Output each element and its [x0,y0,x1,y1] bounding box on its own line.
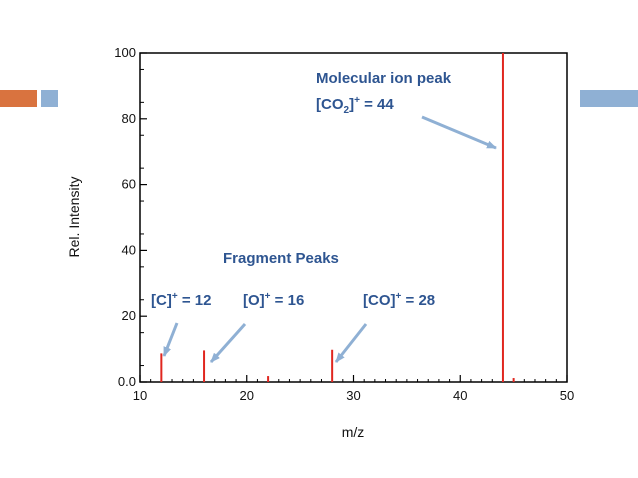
y-tick-label: 0.0 [118,374,136,389]
y-axis-label: Rel. Intensity [66,177,82,258]
y-tick-label: 20 [122,308,136,323]
molecular-ion-formula-prefix: [CO [316,96,344,113]
molecular-ion-formula-bracket: ] [349,96,354,113]
x-tick-label: 40 [453,388,467,403]
molecular-ion-formula: [CO2]+ = 44 [316,95,394,116]
fragment-co-prefix: [CO] [363,292,396,309]
fragment-co-value: = 28 [401,292,435,309]
x-axis-label: m/z [342,424,365,440]
fragment-o-prefix: [O] [243,292,265,309]
fragment-c-arrow [162,322,179,357]
fragment-co-label: [CO]+ = 28 [363,291,435,309]
y-tick-label: 60 [122,177,136,192]
x-tick-label: 30 [346,388,360,403]
decor-bar-blue-left [41,90,58,107]
x-tick-label: 10 [133,388,147,403]
fragment-c-sup: + [172,291,178,302]
fragment-co-arrow [334,323,368,363]
y-axis-ticks: 0.0 20 40 60 80 100 [114,45,147,389]
x-tick-label: 20 [240,388,254,403]
molecular-ion-formula-sub: 2 [344,105,350,116]
molecular-ion-formula-sup: + [354,95,360,106]
molecular-ion-formula-value: = 44 [360,96,394,113]
molecular-ion-title: Molecular ion peak [316,70,452,87]
fragment-peaks-title: Fragment Peaks [223,250,339,267]
decor-bar-orange-left [0,90,37,107]
y-tick-label: 100 [114,45,136,60]
fragment-o-label: [O]+ = 16 [243,291,304,309]
fragment-c-label: [C]+ = 12 [151,291,211,309]
fragment-o-arrow [209,322,247,364]
fragment-co-sup: + [396,291,402,302]
fragment-c-prefix: [C] [151,292,172,309]
molecular-ion-arrow [421,115,497,150]
y-tick-label: 40 [122,242,136,257]
x-tick-label: 50 [560,388,574,403]
decor-bar-blue-right [580,90,638,107]
fragment-o-sup: + [265,291,271,302]
fragment-c-value: = 12 [178,292,212,309]
fragment-o-value: = 16 [271,292,305,309]
peak-series [160,53,515,382]
y-tick-label: 80 [122,111,136,126]
x-axis-ticks: 10 20 30 40 50 [133,375,574,403]
